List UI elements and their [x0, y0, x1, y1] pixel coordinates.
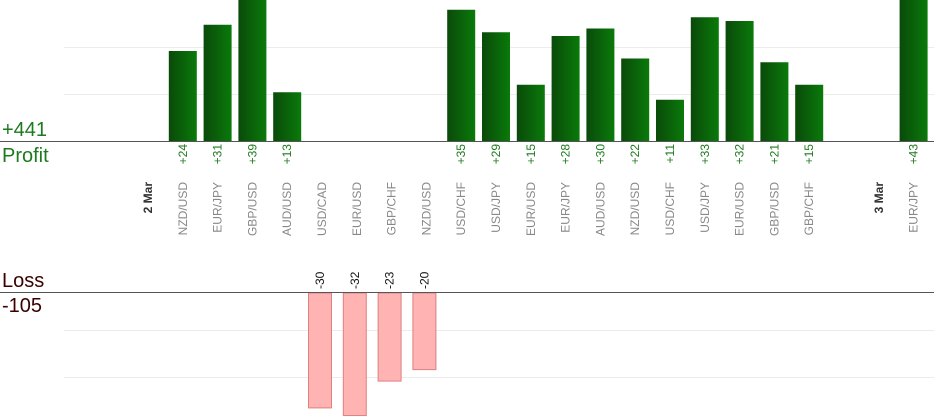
symbol-label: EUR/USD	[524, 182, 538, 236]
profit-bar	[447, 9, 476, 141]
profit-value-label: +11	[663, 144, 677, 164]
symbol-label: EUR/USD	[733, 182, 747, 236]
date-label: 2 Mar	[141, 182, 155, 214]
profit-value-label: +15	[802, 144, 816, 165]
category-labels: 2 Mar NZD/USD EUR/JPY GBP/USD AUD/USD USD/CAD…	[141, 182, 921, 236]
profit-bar	[203, 24, 232, 141]
loss-label: Loss	[2, 270, 45, 292]
symbol-label: GBP/CHF	[802, 182, 816, 235]
symbol-label: USD/JPY	[698, 182, 712, 233]
profit-bar	[273, 92, 302, 141]
symbol-label: GBP/USD	[767, 182, 781, 236]
loss-bar	[377, 292, 402, 382]
symbol-label: NZD/USD	[419, 182, 433, 236]
symbol-label: USD/CAD	[315, 182, 329, 236]
profit-value-label: +30	[593, 144, 607, 165]
profit-total: +441	[2, 119, 48, 141]
date-label: 3 Mar	[872, 182, 886, 214]
loss-value-label: -23	[383, 271, 397, 289]
profit-bar	[760, 62, 789, 141]
profit-value-label: +24	[176, 144, 190, 165]
loss-bar	[412, 292, 437, 371]
profit-value-label: +28	[559, 144, 573, 165]
symbol-label: NZD/USD	[176, 182, 190, 236]
profit-value-label: +32	[733, 144, 747, 165]
value-labels: +24 +31 +39 +13 -30 -32 -23 -20 +35 +29 +15 +28 +30 +…	[176, 144, 921, 289]
profit-value-label: +29	[489, 144, 503, 165]
profit-value-label: +22	[628, 144, 642, 165]
loss-value-label: -32	[348, 271, 362, 289]
symbol-label: EUR/JPY	[211, 182, 225, 233]
profit-value-label: +35	[454, 144, 468, 165]
loss-bar	[342, 292, 367, 417]
symbol-label: GBP/USD	[245, 182, 259, 236]
symbol-label: EUR/USD	[350, 182, 364, 236]
profit-bar	[621, 58, 650, 141]
profit-value-label: +39	[245, 144, 259, 165]
loss-bars	[308, 292, 437, 417]
symbol-label: AUD/USD	[593, 182, 607, 236]
symbol-label: EUR/JPY	[559, 182, 573, 233]
profit-bar	[238, 0, 267, 141]
loss-value-label: -30	[313, 271, 327, 289]
profit-value-label: +13	[280, 144, 294, 165]
profit-bar	[690, 17, 719, 141]
profit-bar	[899, 0, 928, 141]
symbol-label: EUR/JPY	[907, 182, 921, 233]
profit-label: Profit	[2, 145, 49, 167]
profit-bar	[482, 32, 510, 141]
profit-value-label: +43	[907, 144, 921, 165]
loss-total: -105	[2, 295, 43, 317]
symbol-label: USD/JPY	[489, 182, 503, 233]
profit-bar	[586, 28, 615, 141]
symbol-label: AUD/USD	[280, 182, 294, 236]
profit-bar	[725, 21, 754, 141]
profit-value-label: +31	[211, 144, 225, 165]
profit-value-label: +21	[767, 144, 781, 165]
loss-bar	[308, 292, 332, 409]
profit-bars	[168, 0, 928, 141]
profit-bar	[795, 84, 824, 141]
profit-value-label: +15	[524, 144, 538, 165]
symbol-label: GBP/CHF	[385, 182, 399, 235]
loss-value-label: -20	[417, 271, 431, 289]
profit-value-label: +33	[698, 144, 712, 165]
profit-bar	[656, 99, 684, 141]
symbol-label: USD/CHF	[454, 182, 468, 235]
profit-bar	[168, 51, 197, 141]
profit-bar	[551, 36, 580, 141]
symbol-label: NZD/USD	[628, 182, 642, 236]
profit-bar	[516, 84, 545, 141]
symbol-label: USD/CHF	[663, 182, 677, 235]
